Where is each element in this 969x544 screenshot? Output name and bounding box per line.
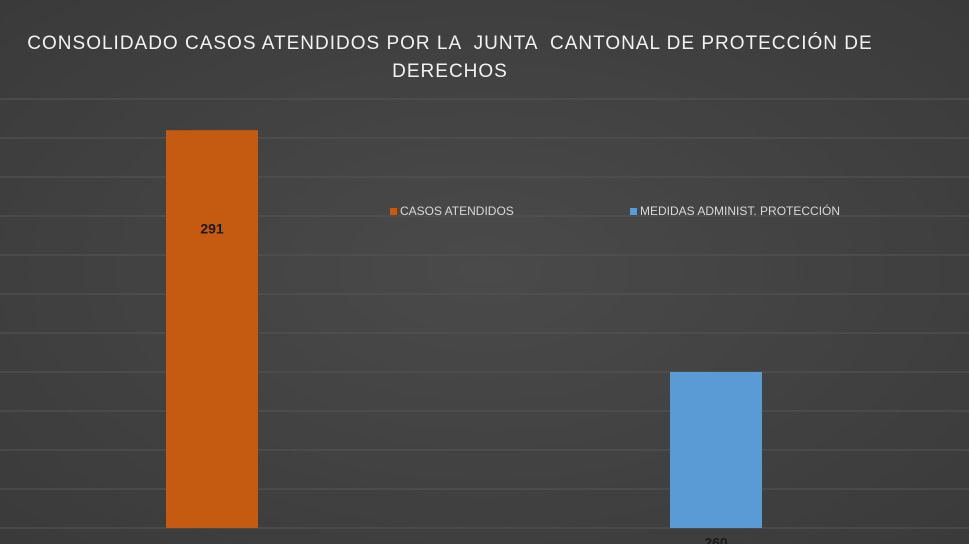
legend-swatch [630, 208, 637, 215]
legend-label: MEDIDAS ADMINIST. PROTECCIÓN [640, 203, 840, 218]
bar [670, 372, 762, 528]
legend-label: CASOS ATENDIDOS [400, 204, 514, 218]
bar [166, 130, 258, 528]
legend-swatch [390, 208, 397, 215]
chart-title: CONSOLIDADO CASOS ATENDIDOS POR LA JUNTA… [27, 33, 879, 82]
data-label: 260 [704, 535, 728, 544]
data-label: 291 [200, 220, 224, 236]
